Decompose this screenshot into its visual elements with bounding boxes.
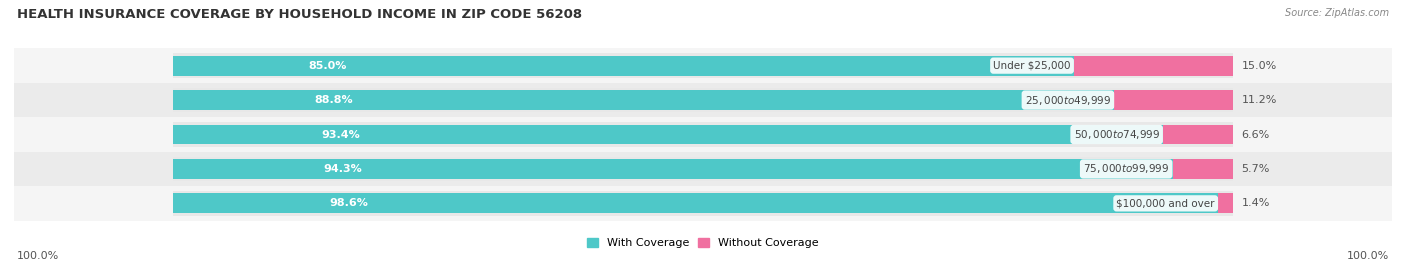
Bar <box>173 56 1074 76</box>
Text: $75,000 to $99,999: $75,000 to $99,999 <box>1083 162 1170 175</box>
Bar <box>14 83 1392 117</box>
Text: 94.3%: 94.3% <box>323 164 361 174</box>
Bar <box>14 117 1392 152</box>
Text: 100.0%: 100.0% <box>1347 251 1389 261</box>
Bar <box>173 125 1163 144</box>
Text: $25,000 to $49,999: $25,000 to $49,999 <box>1025 94 1111 107</box>
Bar <box>173 90 1114 110</box>
Bar <box>1218 193 1233 213</box>
Text: 85.0%: 85.0% <box>308 61 346 71</box>
Bar <box>173 122 1233 147</box>
Text: $100,000 and over: $100,000 and over <box>1116 198 1215 208</box>
Text: 15.0%: 15.0% <box>1241 61 1277 71</box>
Text: 1.4%: 1.4% <box>1241 198 1270 208</box>
Text: 88.8%: 88.8% <box>314 95 353 105</box>
Bar <box>173 193 1218 213</box>
Text: $50,000 to $74,999: $50,000 to $74,999 <box>1074 128 1160 141</box>
Bar <box>173 53 1233 78</box>
Bar <box>173 159 1173 179</box>
Text: 93.4%: 93.4% <box>322 129 360 140</box>
Text: HEALTH INSURANCE COVERAGE BY HOUSEHOLD INCOME IN ZIP CODE 56208: HEALTH INSURANCE COVERAGE BY HOUSEHOLD I… <box>17 8 582 21</box>
Bar <box>1163 125 1233 144</box>
Text: 98.6%: 98.6% <box>330 198 368 208</box>
Text: 100.0%: 100.0% <box>17 251 59 261</box>
Legend: With Coverage, Without Coverage: With Coverage, Without Coverage <box>582 233 824 253</box>
Bar <box>1173 159 1233 179</box>
Text: Under $25,000: Under $25,000 <box>993 61 1071 71</box>
Text: Source: ZipAtlas.com: Source: ZipAtlas.com <box>1285 8 1389 18</box>
Bar <box>173 157 1233 181</box>
Bar <box>14 152 1392 186</box>
Text: 5.7%: 5.7% <box>1241 164 1270 174</box>
Bar <box>14 186 1392 221</box>
Text: 6.6%: 6.6% <box>1241 129 1270 140</box>
Bar <box>173 191 1233 216</box>
Text: 11.2%: 11.2% <box>1241 95 1277 105</box>
Bar <box>14 48 1392 83</box>
Bar <box>1074 56 1233 76</box>
Bar <box>173 88 1233 112</box>
Bar <box>1114 90 1233 110</box>
